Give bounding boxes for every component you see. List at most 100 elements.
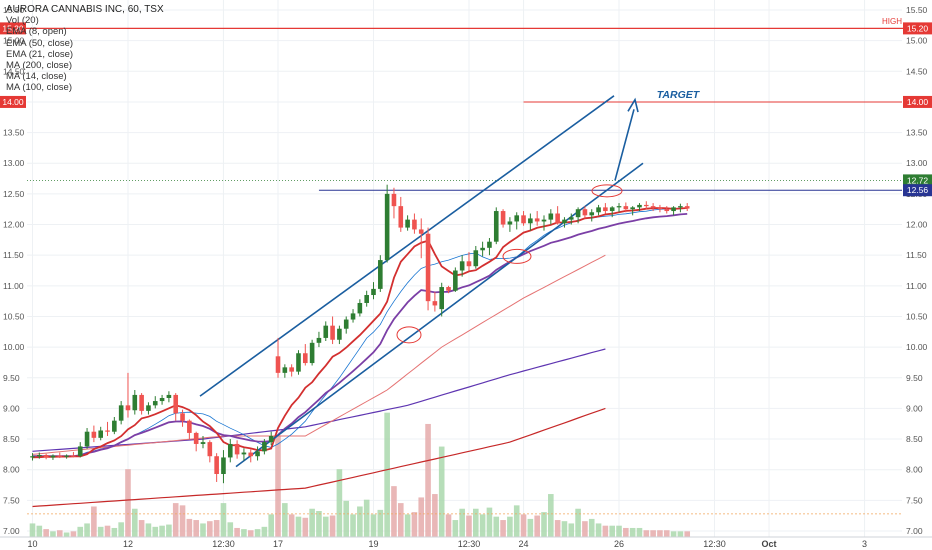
candle-body [391, 193, 397, 207]
volume-bar [520, 514, 527, 537]
price-tick-right: 8.50 [906, 434, 923, 444]
volume-bar [200, 523, 206, 537]
price-tick-right: 9.50 [906, 373, 923, 383]
volume-bar [377, 509, 384, 537]
volume-bar [582, 521, 588, 537]
candle-body [650, 206, 656, 208]
price-tick-left: 12.00 [3, 220, 25, 230]
volume-bar [629, 527, 636, 537]
volume-bar [513, 505, 520, 537]
price-label-box [903, 174, 932, 187]
candle-body [684, 206, 690, 209]
candle-body [98, 430, 103, 438]
volume-bar [568, 523, 575, 537]
volume-bar [179, 505, 186, 537]
legend-volume: Vol (20) [6, 15, 39, 27]
price-label-box-left [0, 22, 26, 35]
breakout-arrow [614, 109, 635, 181]
candle-body [71, 455, 76, 457]
candle-body [214, 456, 219, 474]
volume-bar [391, 486, 397, 537]
volume-bar [268, 514, 274, 537]
volume-bar [623, 527, 629, 537]
date-tick-label: 12:30 [703, 539, 726, 549]
arrow-head [627, 97, 639, 113]
candle-body [644, 204, 649, 207]
volume-bar [275, 435, 281, 537]
ma-200-line [32, 407, 606, 508]
candle-body [671, 207, 676, 212]
volume-bar [295, 516, 302, 537]
volume-bar [329, 515, 336, 537]
candle-body [289, 367, 294, 372]
candle-body [664, 209, 670, 212]
price-tick-right: 12.00 [906, 220, 928, 230]
price-label-box-left [0, 95, 26, 108]
candle-body [493, 211, 499, 242]
volume-bar [261, 526, 268, 537]
candle-body [180, 413, 185, 421]
volume-bar [404, 514, 411, 537]
volume-bars [29, 412, 691, 537]
candle-body [589, 212, 595, 216]
candle-body [255, 451, 260, 457]
price-tick-left: 8.50 [3, 434, 20, 444]
volume-bar [425, 423, 431, 537]
candle-body [528, 218, 533, 224]
candle-body [84, 431, 90, 447]
price-tick-right: 14.50 [906, 66, 928, 76]
price-tick-right: 15.50 [906, 5, 928, 15]
candle-body [193, 432, 199, 444]
volume-bar [459, 508, 465, 537]
candle-body [105, 430, 110, 432]
volume-bar [63, 532, 70, 537]
date-tick-label: 3 [862, 539, 867, 549]
candle-body [64, 455, 69, 457]
price-tick-left: 10.00 [3, 342, 25, 352]
candle-body [678, 206, 683, 208]
ema-21-line [32, 213, 688, 458]
legend-ma-100: MA (100, close) [6, 82, 72, 94]
candle-body [609, 207, 615, 212]
candle-body [582, 209, 588, 216]
candle-body [446, 287, 451, 291]
volume-bar [77, 526, 84, 537]
candle-body [371, 288, 376, 296]
volume-bar [663, 530, 670, 537]
candle-body [207, 442, 213, 457]
volume-bar [343, 500, 350, 537]
volume-bar [241, 529, 247, 537]
candle-body [623, 206, 629, 210]
volume-bar [254, 529, 261, 537]
candle-body [268, 435, 274, 443]
ema-8-line [32, 207, 688, 459]
candle-body [405, 219, 410, 228]
volume-bar [70, 531, 77, 537]
price-tick-right: 13.50 [906, 128, 928, 138]
candle-body [91, 431, 97, 438]
price-label-box [903, 95, 932, 108]
candle-body [132, 394, 138, 411]
candle-body [453, 270, 458, 291]
ema-50-line [32, 348, 606, 452]
volume-bar [684, 531, 691, 537]
volume-bar [234, 527, 240, 537]
volume-bar [172, 503, 179, 537]
volume-bar [534, 515, 540, 537]
volume-bar [657, 530, 663, 537]
volume-bar [411, 512, 418, 537]
candle-body [616, 206, 622, 208]
volume-bar [152, 526, 159, 537]
volume-bar [418, 497, 425, 537]
moving-averages [32, 207, 688, 508]
volume-bar [357, 506, 363, 537]
volume-bar [56, 530, 63, 537]
price-tick-right: 10.50 [906, 311, 928, 321]
volume-bar [650, 530, 656, 537]
candle-body [221, 457, 226, 474]
candle-body [303, 353, 308, 364]
candle-body [146, 405, 151, 411]
legend: AURORA CANNABIS INC, 60, TSX Vol (20) EM… [6, 4, 164, 94]
volume-bar [384, 412, 390, 537]
